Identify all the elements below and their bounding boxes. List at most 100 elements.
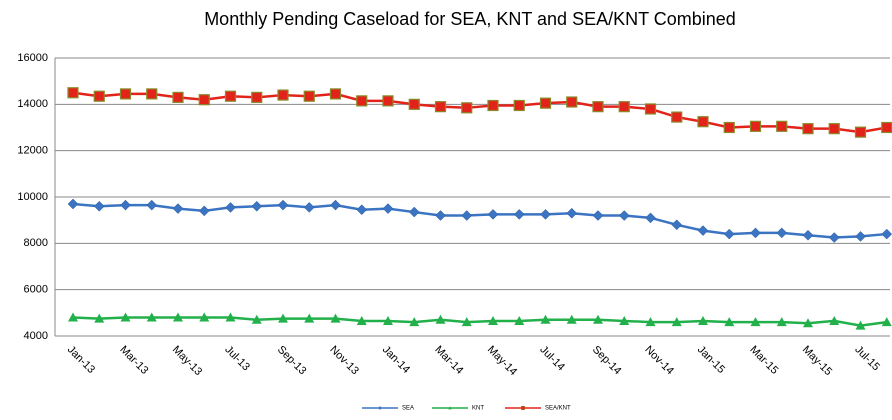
series bbox=[68, 312, 892, 330]
point bbox=[356, 315, 367, 325]
point bbox=[513, 209, 525, 220]
point bbox=[828, 232, 840, 243]
point bbox=[93, 90, 105, 102]
x-tick-label: Jul-15 bbox=[852, 344, 882, 374]
point bbox=[199, 312, 210, 322]
point bbox=[94, 313, 105, 323]
point bbox=[671, 317, 682, 327]
point bbox=[251, 91, 263, 103]
point bbox=[304, 313, 315, 323]
point bbox=[434, 101, 447, 113]
y-tick-label: 4000 bbox=[24, 330, 48, 342]
x-tick-label: Mar-15 bbox=[747, 344, 780, 377]
point bbox=[146, 88, 158, 100]
x-tick-label: May-15 bbox=[800, 344, 834, 378]
point bbox=[278, 313, 288, 323]
x-tick-label: Jul-14 bbox=[537, 344, 567, 374]
point bbox=[750, 317, 761, 327]
point bbox=[540, 209, 551, 220]
point bbox=[356, 204, 368, 216]
point bbox=[488, 315, 498, 325]
point bbox=[198, 94, 210, 106]
point bbox=[461, 210, 473, 221]
point bbox=[593, 314, 603, 324]
y-tick-label: 6000 bbox=[24, 284, 48, 296]
point bbox=[644, 103, 657, 115]
x-tick-label: Sep-14 bbox=[590, 344, 624, 378]
point bbox=[855, 320, 866, 330]
y-tick-label: 8000 bbox=[24, 237, 48, 249]
point bbox=[382, 95, 394, 107]
point bbox=[566, 314, 577, 324]
point bbox=[225, 202, 236, 213]
point bbox=[382, 203, 394, 214]
y-tick-label: 12000 bbox=[17, 145, 48, 157]
point bbox=[330, 313, 341, 323]
point bbox=[723, 228, 735, 240]
point bbox=[408, 98, 420, 110]
point bbox=[697, 116, 709, 128]
point bbox=[803, 318, 813, 328]
point bbox=[409, 317, 420, 327]
point bbox=[829, 315, 840, 325]
point bbox=[383, 315, 393, 325]
legend-marker bbox=[378, 406, 382, 410]
y-tick-label: 14000 bbox=[17, 98, 48, 110]
point bbox=[724, 317, 735, 327]
point bbox=[172, 203, 184, 214]
point bbox=[618, 210, 630, 221]
point bbox=[435, 210, 446, 221]
point bbox=[408, 206, 420, 218]
x-tick-label: May-13 bbox=[170, 344, 204, 378]
point bbox=[723, 121, 735, 134]
point bbox=[619, 315, 630, 325]
point bbox=[120, 199, 131, 211]
point bbox=[93, 200, 105, 212]
point bbox=[330, 199, 341, 211]
point bbox=[172, 91, 184, 103]
x-tick-label: Jan-15 bbox=[695, 344, 727, 376]
point bbox=[225, 312, 236, 322]
point bbox=[461, 317, 472, 327]
x-tick-label: Jul-13 bbox=[222, 344, 252, 374]
series bbox=[67, 198, 892, 243]
point bbox=[146, 199, 158, 211]
point bbox=[566, 207, 578, 219]
x-tick-label: May-14 bbox=[485, 344, 519, 378]
chart-title: Monthly Pending Caseload for SEA, KNT an… bbox=[204, 9, 736, 29]
x-tick-label: Mar-13 bbox=[117, 344, 150, 377]
x-tick-label: Mar-14 bbox=[432, 344, 465, 377]
point bbox=[120, 312, 131, 322]
y-tick-label: 10000 bbox=[17, 191, 48, 203]
x-tick-label: Jan-14 bbox=[380, 344, 412, 376]
point bbox=[749, 120, 762, 132]
point bbox=[750, 227, 761, 239]
point bbox=[592, 101, 604, 113]
point bbox=[198, 205, 210, 217]
point bbox=[356, 95, 368, 107]
point bbox=[776, 120, 788, 132]
point bbox=[251, 314, 262, 324]
point bbox=[277, 89, 289, 101]
point bbox=[67, 198, 79, 210]
series-line bbox=[72, 316, 887, 327]
series-line bbox=[72, 202, 887, 239]
point bbox=[173, 312, 183, 322]
x-tick-label: Nov-13 bbox=[327, 344, 361, 378]
point bbox=[251, 200, 263, 212]
point bbox=[68, 312, 78, 322]
point bbox=[539, 97, 552, 109]
point bbox=[881, 317, 892, 327]
point bbox=[855, 231, 866, 242]
point bbox=[697, 225, 709, 236]
legend-text: SEA bbox=[402, 406, 414, 412]
point bbox=[487, 99, 499, 112]
legend-text: SEA/KNT bbox=[545, 406, 571, 412]
point bbox=[303, 90, 315, 102]
point bbox=[592, 210, 604, 221]
point bbox=[487, 209, 499, 220]
point bbox=[329, 88, 342, 100]
point bbox=[645, 212, 656, 224]
legend-marker bbox=[448, 406, 452, 410]
